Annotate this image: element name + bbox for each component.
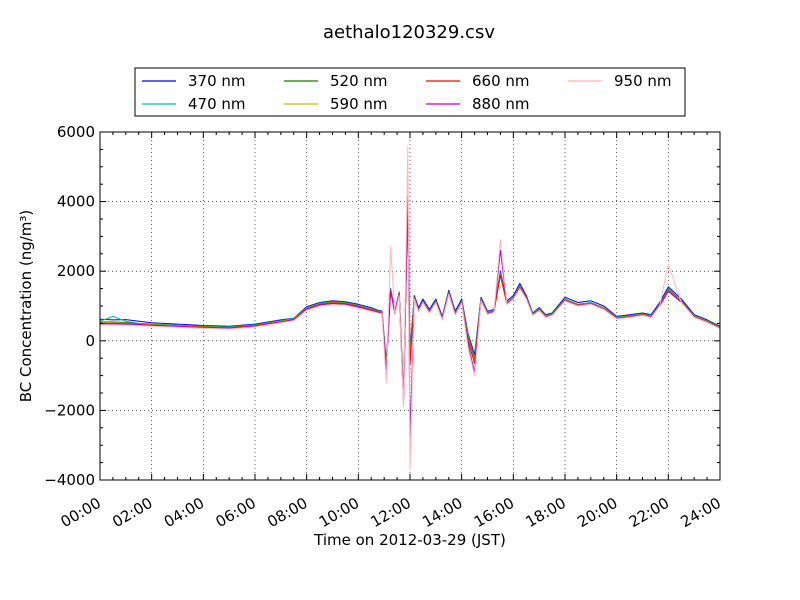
y-tick-label: 0 bbox=[85, 332, 95, 350]
legend-label: 370 nm bbox=[188, 72, 246, 90]
legend-label: 950 nm bbox=[614, 72, 672, 90]
grid-lines bbox=[100, 132, 720, 480]
y-tick-label: −4000 bbox=[44, 471, 95, 489]
legend-label: 590 nm bbox=[330, 95, 388, 113]
y-axis-label: BC Concentration (ng/m³) bbox=[17, 210, 35, 403]
y-tick-label: −2000 bbox=[44, 401, 95, 419]
x-axis-label: Time on 2012-03-29 (JST) bbox=[313, 531, 506, 549]
y-tick-labels: −4000 −2000 0 2000 4000 6000 bbox=[44, 123, 95, 489]
series-layer bbox=[99, 145, 721, 471]
y-tick-label: 6000 bbox=[57, 123, 95, 141]
y-tick-label: 2000 bbox=[57, 262, 95, 280]
legend-label: 660 nm bbox=[472, 72, 530, 90]
legend: 370 nm 470 nm 520 nm 590 nm 660 nm 880 nm 950 … bbox=[134, 67, 686, 117]
chart-title: aethalo120329.csv bbox=[323, 22, 495, 43]
legend-box bbox=[134, 67, 686, 117]
y-tick-label: 4000 bbox=[57, 193, 95, 211]
legend-label: 520 nm bbox=[330, 72, 388, 90]
legend-label: 470 nm bbox=[188, 95, 246, 113]
axis-ticks bbox=[99, 131, 721, 481]
legend-label: 880 nm bbox=[472, 95, 530, 113]
series-line-950-nm bbox=[100, 145, 721, 471]
